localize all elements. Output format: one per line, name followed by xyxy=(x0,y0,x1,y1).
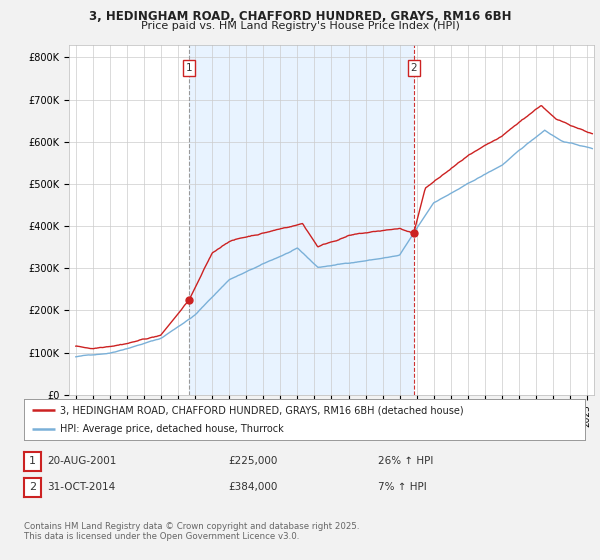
Text: 2: 2 xyxy=(410,63,417,73)
Text: 3, HEDINGHAM ROAD, CHAFFORD HUNDRED, GRAYS, RM16 6BH (detached house): 3, HEDINGHAM ROAD, CHAFFORD HUNDRED, GRA… xyxy=(61,405,464,415)
Text: £225,000: £225,000 xyxy=(228,456,277,466)
Text: 20-AUG-2001: 20-AUG-2001 xyxy=(47,456,116,466)
Text: 7% ↑ HPI: 7% ↑ HPI xyxy=(378,482,427,492)
Text: 1: 1 xyxy=(29,456,36,466)
Text: Price paid vs. HM Land Registry's House Price Index (HPI): Price paid vs. HM Land Registry's House … xyxy=(140,21,460,31)
Text: £384,000: £384,000 xyxy=(228,482,277,492)
Text: HPI: Average price, detached house, Thurrock: HPI: Average price, detached house, Thur… xyxy=(61,424,284,433)
Text: 1: 1 xyxy=(185,63,193,73)
Text: 31-OCT-2014: 31-OCT-2014 xyxy=(47,482,115,492)
Text: 2: 2 xyxy=(29,482,36,492)
Text: 3, HEDINGHAM ROAD, CHAFFORD HUNDRED, GRAYS, RM16 6BH: 3, HEDINGHAM ROAD, CHAFFORD HUNDRED, GRA… xyxy=(89,10,511,22)
Text: Contains HM Land Registry data © Crown copyright and database right 2025.
This d: Contains HM Land Registry data © Crown c… xyxy=(24,522,359,542)
Text: 26% ↑ HPI: 26% ↑ HPI xyxy=(378,456,433,466)
Bar xyxy=(189,45,414,395)
